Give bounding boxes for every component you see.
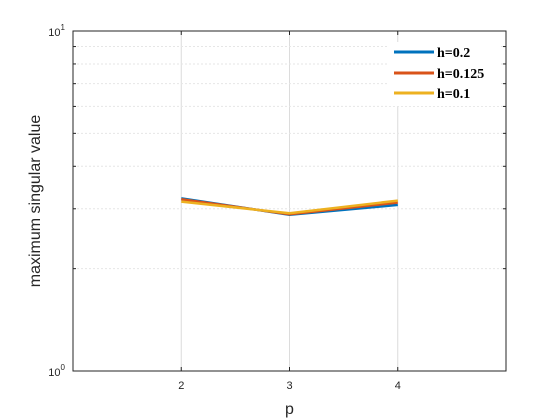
x-tick-label-0: 2 bbox=[178, 380, 184, 392]
series-line-2 bbox=[181, 199, 398, 215]
series-lines bbox=[181, 197, 398, 217]
y-tick-label-0: 100 bbox=[48, 363, 65, 379]
y-tick-label-1: 101 bbox=[48, 23, 65, 39]
x-axis-label: p bbox=[285, 401, 294, 418]
legend-label-h-0-125: h=0.125 bbox=[437, 67, 484, 82]
x-tick-label-2: 4 bbox=[395, 380, 401, 392]
ticks: 2 3 4 100 101 bbox=[48, 23, 506, 392]
legend-label-h-0-2: h=0.2 bbox=[437, 46, 470, 61]
y-axis-label: maximum singular value bbox=[27, 115, 44, 288]
legend: h=0.2 h=0.125 h=0.1 bbox=[388, 42, 500, 106]
x-tick-label-1: 3 bbox=[286, 380, 292, 392]
grid bbox=[73, 31, 506, 371]
legend-label-h-0-1: h=0.1 bbox=[437, 87, 470, 102]
